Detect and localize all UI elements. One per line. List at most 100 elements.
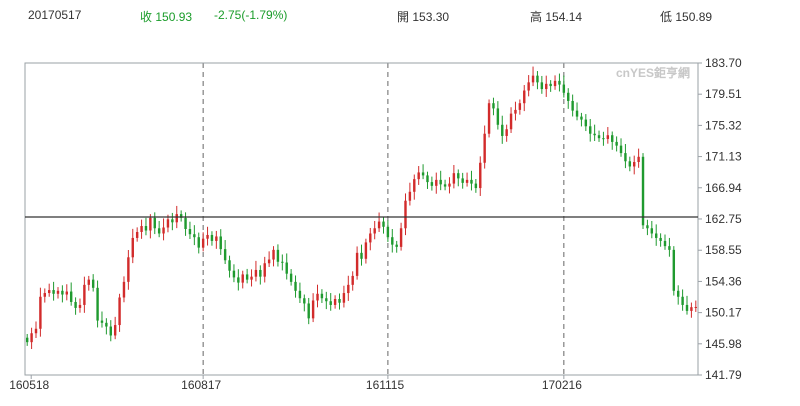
candle-body — [188, 229, 192, 235]
candle-body — [25, 337, 29, 343]
candle-body — [43, 293, 47, 297]
candle-body — [655, 233, 658, 238]
candle-body — [298, 290, 302, 299]
candle-body — [96, 287, 99, 321]
candle-body — [452, 173, 456, 184]
candle-body — [311, 300, 315, 319]
y-tick-label: 150.17 — [705, 306, 742, 320]
candle-body — [127, 257, 130, 282]
candle-body — [259, 269, 262, 277]
candle-body — [39, 296, 42, 329]
candle-body — [303, 298, 306, 304]
candle-body — [646, 225, 649, 229]
candle-body — [47, 290, 51, 294]
high-value: 154.14 — [545, 10, 583, 24]
open-label: 開 — [397, 10, 410, 24]
candle-body — [413, 179, 416, 192]
candle-body — [509, 113, 513, 130]
candle-body — [514, 109, 517, 114]
candle-body — [166, 219, 170, 228]
candle-body — [676, 290, 680, 297]
candle-body — [602, 138, 605, 140]
candle-body — [113, 325, 117, 336]
candle-body — [395, 244, 398, 247]
candle-body — [122, 281, 126, 298]
candle-body — [641, 156, 645, 226]
open-value: 153.30 — [412, 10, 450, 24]
candle-body — [307, 303, 310, 319]
candle-body — [237, 277, 240, 283]
y-axis: 183.70 179.51 175.32 171.13 166.94 162.75 158.… — [698, 56, 742, 382]
candle-body — [487, 103, 491, 134]
candle-body — [637, 156, 640, 163]
candle-body — [65, 291, 68, 295]
candle-body — [606, 135, 610, 139]
candle-body — [523, 90, 526, 104]
candle-body — [149, 217, 152, 231]
candle-body — [201, 238, 205, 248]
candle-body — [355, 252, 359, 276]
candle-body — [443, 184, 447, 187]
open-price: 開 153.30 — [397, 8, 449, 25]
y-tick-label: 166.94 — [705, 181, 742, 195]
candle-body — [430, 182, 434, 186]
candle-body — [228, 260, 231, 271]
candle-body — [369, 233, 372, 243]
candle-body — [78, 304, 82, 308]
candle-body — [245, 274, 249, 280]
candle-body — [501, 124, 504, 136]
x-axis: 160518 160817 161115 170216 — [9, 375, 582, 392]
candle-body — [83, 284, 86, 305]
candle-body — [87, 279, 90, 285]
candle-body — [118, 297, 121, 326]
candle-body — [580, 116, 583, 120]
candle-body — [30, 333, 33, 343]
candle-body — [553, 80, 557, 87]
candle-body — [184, 217, 187, 230]
y-tick-label: 158.55 — [705, 243, 742, 257]
x-tick-label: 160817 — [181, 378, 221, 392]
y-tick-label: 154.36 — [705, 274, 742, 288]
candle-body — [663, 240, 667, 247]
candle-body — [668, 246, 671, 250]
candle-body — [373, 228, 376, 234]
candle-body — [109, 326, 112, 336]
candle-body — [135, 231, 139, 238]
candle-body — [439, 179, 442, 185]
high-price: 高 154.14 — [530, 8, 582, 25]
candle-body — [545, 83, 548, 90]
candle-body — [144, 226, 148, 231]
candle-body — [91, 279, 95, 288]
chart-grid — [202, 63, 565, 375]
quote-date: 20170517 — [28, 8, 82, 22]
candle-body — [364, 242, 368, 259]
close-value: 150.93 — [155, 10, 193, 24]
candle-body — [285, 262, 288, 274]
candle-body — [633, 162, 636, 167]
watermark: cnYES鉅亨網 — [616, 65, 690, 80]
candle-body — [162, 227, 165, 234]
candle-body — [100, 320, 104, 323]
candle-body — [316, 293, 319, 301]
candle-body — [105, 322, 108, 327]
y-tick-label: 171.13 — [705, 150, 742, 164]
candle-body — [131, 237, 134, 258]
candle-body — [593, 133, 596, 136]
high-label: 高 — [530, 10, 543, 24]
candle-body — [549, 83, 552, 87]
y-tick-label: 183.70 — [705, 56, 742, 70]
candle-body — [672, 249, 676, 291]
candle-body — [179, 214, 183, 218]
candle-body — [241, 274, 244, 283]
candle-body — [329, 301, 332, 305]
candle-body — [421, 172, 425, 176]
candle-body — [659, 237, 662, 241]
candle-body — [408, 191, 412, 201]
candle-body — [492, 103, 495, 109]
candle-body — [338, 298, 341, 303]
candle-body — [281, 261, 284, 263]
candle-body — [56, 290, 60, 294]
candle-body — [589, 126, 592, 134]
candle-body — [267, 259, 271, 264]
